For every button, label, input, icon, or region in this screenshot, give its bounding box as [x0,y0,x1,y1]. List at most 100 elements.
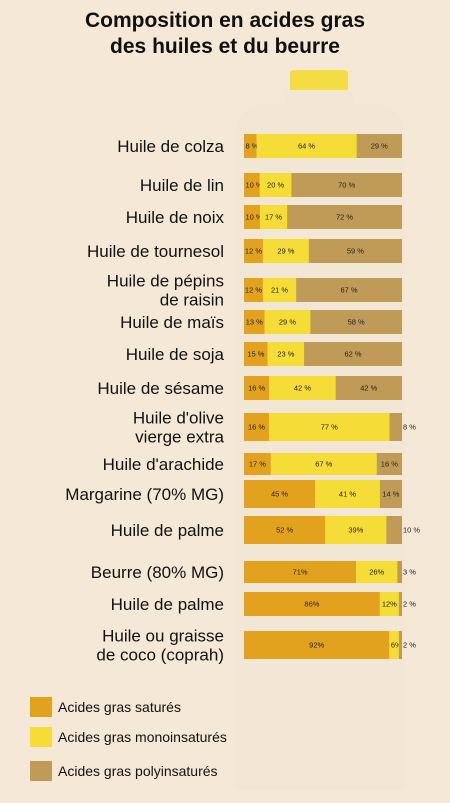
data-label-mono: 39% [348,526,363,535]
category-label: Beurre (80% MG) [91,563,224,582]
bar-segment-sat [244,516,326,544]
data-label-mono: 12% [382,600,397,609]
category-label: Margarine (70% MG) [65,485,224,504]
category-label: Huile de maïs [120,313,224,332]
category-label-line: Huile de colza [117,137,224,156]
bar-segment-mono [259,205,288,229]
category-label: Huile d'olive vierge extra [133,409,225,447]
data-label-poly: 67 % [341,286,358,295]
bar-segment-mono [262,278,297,302]
data-label-sat: 86% [304,600,319,609]
data-label-poly: 2 % [403,600,416,609]
bar-segment-poly [398,631,402,659]
data-label-poly: 62 % [344,350,361,359]
chart-title: Composition en acides gras des huiles et… [0,8,450,60]
data-label-mono: 6% [391,641,402,650]
bar-segment-mono [389,631,399,659]
bar-row: 10 % 20 % 70 % [244,173,402,197]
bar-segment-sat [244,205,260,229]
bar-row: 8 % 64 % 29 % [244,134,402,158]
legend-swatch-monounsaturated [30,727,52,747]
bar-segment-sat [244,480,316,508]
bar-segment-mono [356,561,398,583]
legend-item-monounsaturated: Acides gras monoinsaturés [30,727,227,747]
bottle-neck [285,90,353,104]
category-label: Huile d'arachide [103,455,224,474]
bar-segment-poly [379,480,402,508]
bar-segment-poly [287,205,402,229]
bar-row: 45 % 41 % 14 % [244,480,402,508]
data-label-sat: 15 % [247,350,264,359]
bar-segment-mono [270,453,377,475]
category-label: Huile ou graisse de coco (coprah) [96,627,224,665]
bar-row: 52 % 39% 10 % [244,516,420,544]
bar-segment-mono [262,239,309,263]
bar-row: 16 % 42 % 42 % [244,376,402,400]
bar-segment-mono [379,592,399,616]
data-label-poly: 16 % [381,460,398,469]
bar-segment-mono [315,480,380,508]
bar-row: 15 % 23 % 62 % [244,342,402,366]
bar-segment-poly [356,134,402,158]
category-label-line: Huile ou graisse [102,627,224,646]
data-label-mono: 26% [369,568,384,577]
data-label-sat: 45 % [271,490,288,499]
data-label-poly: 72 % [336,213,353,222]
bottle-body [236,104,404,790]
legend-item-saturated: Acides gras saturés [30,697,181,717]
legend-item-polyunsaturated: Acides gras polyinsaturés [30,761,218,781]
bar-segment-poly [335,376,402,400]
category-label: Huile de lin [140,176,224,195]
bar-row: 86% 12% 2 % [244,592,416,616]
bottle-background [236,70,404,790]
category-label: Huile de colza [117,137,224,156]
data-label-sat: 16 % [248,423,265,432]
legend-label-saturated: Acides gras saturés [58,699,181,715]
data-label-sat: 17 % [249,460,266,469]
bar-segment-mono [269,413,390,441]
category-label-line: Huile de lin [140,176,224,195]
data-label-sat: 92% [309,641,324,650]
category-label: Huile de sésame [97,379,224,398]
bar-segment-sat [244,173,260,197]
bars-layer: 8 % 64 % 29 %10 % 20 % 70 %10 % 17 % 72 %12 % 2… [244,134,420,659]
data-label-sat: 52 % [276,526,293,535]
bar-segment-poly [296,278,402,302]
data-label-mono: 64 % [298,142,315,151]
category-label-line: Margarine (70% MG) [65,485,224,504]
bar-segment-mono [269,376,336,400]
category-label: Huile de palme [111,521,224,540]
legend-label-polyunsaturated: Acides gras polyinsaturés [58,763,218,779]
bar-row: 17 % 67 % 16 % [244,453,402,475]
category-label-line: Huile de maïs [120,313,224,332]
data-label-poly: 8 % [403,423,416,432]
bar-segment-poly [310,310,402,334]
category-labels-layer: Huile de colza Huile de lin Huile de noix H… [65,137,224,665]
category-label-line: Huile de noix [126,208,225,227]
bar-segment-mono [267,342,305,366]
category-label: Huile de noix [126,208,225,227]
data-label-sat: 71% [293,568,308,577]
bar-segment-poly [291,173,402,197]
data-label-sat: 12 % [245,247,262,256]
category-label-line: Huile d'olive [133,409,224,428]
category-label: Huile de soja [126,345,225,364]
data-label-sat: 13 % [246,318,263,327]
bar-segment-sat [244,278,263,302]
bar-segment-sat [244,134,257,158]
bar-segment-poly [376,453,402,475]
bar-segment-sat [244,453,271,475]
bar-segment-mono [256,134,357,158]
data-label-poly: 58 % [348,318,365,327]
bar-segment-mono [325,516,387,544]
bar-segment-sat [244,631,390,659]
data-label-mono: 41 % [339,490,356,499]
bar-row: 12 % 21 % 67 % [244,278,402,302]
category-label: Huile de palme [111,595,224,614]
data-label-poly: 42 % [360,384,377,393]
legend-swatch-polyunsaturated [30,761,52,781]
data-label-mono: 42 % [294,384,311,393]
data-label-mono: 21 % [271,286,288,295]
title-line-2: des huiles et du beurre [110,35,340,58]
